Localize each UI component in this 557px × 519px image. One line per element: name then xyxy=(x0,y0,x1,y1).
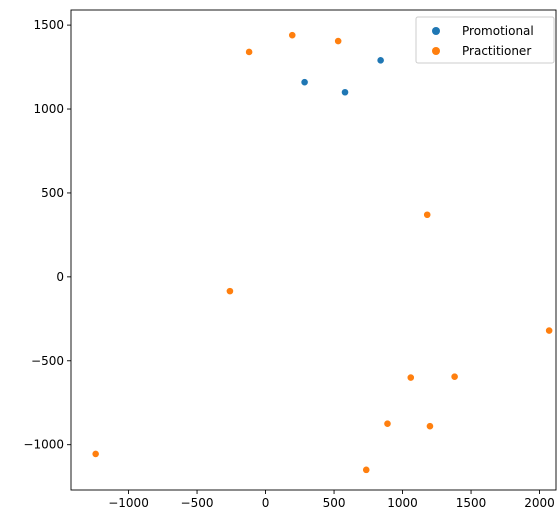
point-practitioner-5 xyxy=(545,326,554,335)
y-tick-label: 1000 xyxy=(33,102,64,116)
x-tick-label: 1000 xyxy=(387,496,418,510)
x-tick-label: 0 xyxy=(262,496,270,510)
x-tick-label: −500 xyxy=(181,496,214,510)
x-tick-label: −1000 xyxy=(108,496,149,510)
legend: Promotional Practitioner xyxy=(415,16,555,64)
legend-marker-promotional xyxy=(432,27,440,35)
y-tick-label: 1500 xyxy=(33,18,64,32)
point-practitioner-7 xyxy=(450,372,459,381)
point-practitioner-6 xyxy=(406,373,415,382)
point-practitioner-2 xyxy=(245,48,254,56)
x-tick-label: 1500 xyxy=(456,496,487,510)
point-practitioner-8 xyxy=(383,419,392,428)
y-tick-label: −500 xyxy=(31,354,64,368)
point-practitioner-10 xyxy=(91,450,100,458)
x-axis-ticks: −1000 −500 0 500 1000 1500 2000 xyxy=(108,490,555,510)
legend-box xyxy=(415,16,555,64)
point-practitioner-11 xyxy=(362,465,371,474)
point-practitioner-9 xyxy=(426,422,434,431)
x-tick-label: 500 xyxy=(323,496,346,510)
point-promotional-0 xyxy=(300,78,309,87)
y-axis-ticks: −1000 −500 0 500 1000 1500 xyxy=(23,18,71,452)
point-practitioner-4 xyxy=(226,287,234,296)
y-tick-label: 500 xyxy=(41,186,64,200)
point-practitioner-1 xyxy=(334,37,343,45)
legend-marker-practitioner xyxy=(432,47,440,55)
legend-label-promotional: Promotional xyxy=(462,24,534,38)
x-tick-label: 2000 xyxy=(524,496,555,510)
y-tick-label: −1000 xyxy=(23,438,64,452)
axes-frame xyxy=(70,9,557,491)
point-promotional-2 xyxy=(376,56,385,65)
legend-label-practitioner: Practitioner xyxy=(462,44,531,58)
point-practitioner-0 xyxy=(288,31,297,40)
point-practitioner-3 xyxy=(423,210,432,219)
y-tick-label: 0 xyxy=(56,270,64,284)
point-promotional-1 xyxy=(341,88,349,97)
points-layer xyxy=(91,31,554,474)
